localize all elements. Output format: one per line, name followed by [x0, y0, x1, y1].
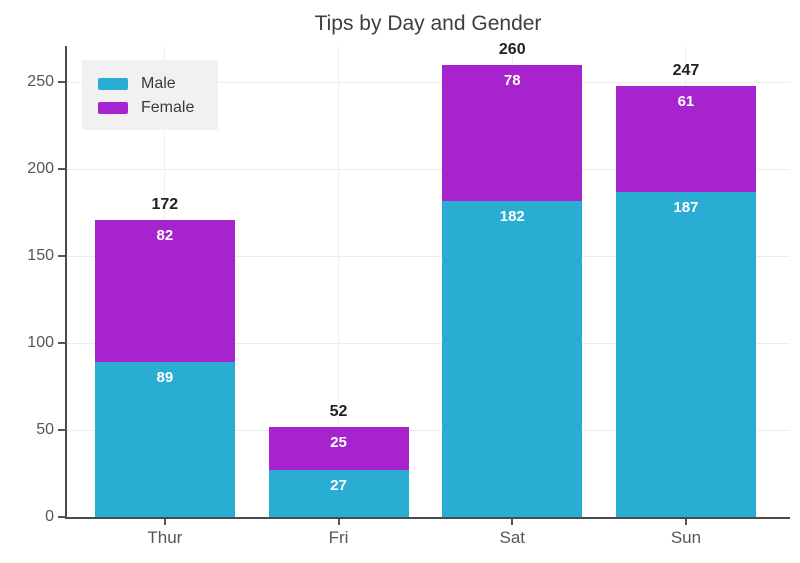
bar-female-thur[interactable]: [94, 219, 235, 363]
legend-swatch-female-icon: [98, 102, 128, 114]
bar-male-sun[interactable]: [615, 191, 756, 517]
y-axis-line: [65, 46, 67, 519]
gridline: [67, 429, 790, 431]
bar-female-fri[interactable]: [268, 426, 409, 471]
x-tick-label-thur: Thur: [147, 528, 183, 547]
segment-value-label: 182: [499, 207, 525, 225]
segment-value-label: 61: [677, 92, 695, 110]
gridline: [338, 46, 340, 517]
legend-label-female: Female: [141, 99, 195, 116]
legend: Male Female: [82, 60, 218, 130]
gridline: [67, 342, 790, 344]
bar-male-fri[interactable]: [268, 470, 409, 517]
y-tick-mark: [58, 255, 65, 258]
legend-swatch-male-icon: [98, 78, 128, 90]
gridline: [67, 255, 790, 257]
y-tick-mark: [58, 81, 65, 84]
x-tick-label-sun: Sun: [670, 528, 702, 547]
segment-value-label: 187: [673, 198, 699, 216]
y-tick-label: 50: [36, 421, 54, 439]
y-tick-mark: [58, 342, 65, 345]
segment-value-label: 89: [156, 369, 174, 387]
y-tick-label: 150: [27, 247, 54, 265]
segment-value-label: 82: [156, 226, 174, 244]
bar-female-sat[interactable]: [442, 65, 583, 201]
segment-value-label: 27: [330, 477, 347, 495]
x-tick-label-sat: Sat: [499, 528, 526, 547]
x-tick-mark: [337, 519, 340, 525]
legend-item-male[interactable]: Male: [98, 72, 218, 96]
bar-female-sun[interactable]: [615, 85, 756, 192]
x-tick-mark: [163, 519, 166, 525]
gridline: [67, 168, 790, 170]
x-axis-line: [65, 517, 790, 519]
y-tick-mark: [58, 516, 65, 518]
x-tick-mark: [684, 519, 687, 525]
chart-title: Tips by Day and Gender: [314, 12, 542, 35]
y-tick-label: 100: [27, 334, 54, 352]
y-tick-label: 200: [27, 160, 54, 178]
legend-label-male: Male: [141, 75, 176, 92]
segment-value-label: 25: [330, 433, 347, 451]
bar-total-label: 52: [329, 402, 348, 420]
x-tick-mark: [511, 519, 514, 525]
bar-total-label: 247: [672, 61, 700, 79]
gridline: [67, 81, 790, 83]
y-tick-label: 0: [45, 508, 54, 525]
y-tick-mark: [58, 168, 65, 171]
bar-total-label: 260: [498, 41, 526, 59]
y-tick-label: 250: [27, 73, 54, 91]
bar-total-label: 172: [151, 195, 179, 213]
y-tick-mark: [58, 429, 65, 432]
legend-item-female[interactable]: Female: [98, 96, 218, 120]
x-tick-label-fri: Fri: [328, 528, 349, 547]
bar-male-sat[interactable]: [442, 200, 583, 517]
bar-male-thur[interactable]: [94, 362, 235, 517]
segment-value-label: 78: [503, 72, 521, 90]
